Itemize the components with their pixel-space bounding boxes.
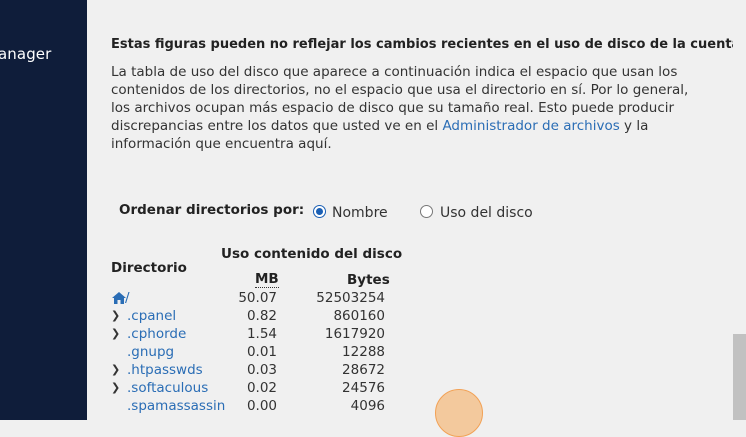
- header-bytes: Bytes: [347, 272, 390, 288]
- mb-value: 50.07: [238, 290, 277, 306]
- sort-by-name-label[interactable]: Nombre: [332, 205, 388, 221]
- chevron-right-icon[interactable]: ❯: [111, 327, 121, 340]
- table-row: / 50.07 52503254: [111, 290, 411, 308]
- click-highlight-indicator: [435, 389, 483, 437]
- header-directory[interactable]: Directorio: [111, 260, 187, 276]
- bytes-value: 28672: [342, 362, 385, 378]
- table-row: ❯ .cphorde 1.54 1617920: [111, 326, 411, 344]
- table-row: .spamassassin 0.00 4096: [111, 398, 411, 416]
- chevron-right-icon[interactable]: ❯: [111, 309, 121, 322]
- table-row: ❯ .softaculous 0.02 24576: [111, 380, 411, 398]
- bytes-value: 52503254: [316, 290, 385, 306]
- main-content: Estas figuras pueden no reflejar los cam…: [87, 0, 745, 437]
- sort-by-name-radio[interactable]: [313, 205, 326, 218]
- disk-usage-warning: Estas figuras pueden no reflejar los cam…: [111, 37, 746, 52]
- description-text-2: y la información que encuentra aquí.: [111, 118, 649, 152]
- mb-value: 0.02: [246, 380, 277, 396]
- chevron-right-icon[interactable]: ❯: [111, 363, 121, 376]
- sidebar: anager: [0, 0, 87, 420]
- table-row: ❯ .cpanel 0.82 860160: [111, 308, 411, 326]
- chevron-right-icon[interactable]: ❯: [111, 381, 121, 394]
- header-mb: MB: [255, 271, 279, 288]
- mb-value: 0.00: [246, 398, 277, 414]
- directory-link[interactable]: .htpasswds: [127, 362, 203, 378]
- directory-link[interactable]: .spamassassin: [127, 398, 226, 414]
- directory-link[interactable]: .softaculous: [127, 380, 209, 396]
- mb-value: 0.03: [246, 362, 277, 378]
- directory-link[interactable]: /: [125, 290, 130, 306]
- scrollbar-track[interactable]: [733, 0, 746, 420]
- scrollbar-thumb[interactable]: [733, 334, 746, 420]
- bytes-value: 1617920: [324, 326, 385, 342]
- description-text-1: La tabla de uso del disco que aparece a …: [111, 64, 689, 134]
- directory-link[interactable]: .gnupg: [127, 344, 175, 360]
- header-disk-usage: Uso contenido del disco: [221, 246, 403, 262]
- bytes-value: 4096: [350, 398, 385, 414]
- mb-value: 1.54: [246, 326, 277, 342]
- mb-value: 0.01: [246, 344, 277, 360]
- bytes-value: 24576: [342, 380, 385, 396]
- table-row: ❯ .htpasswds 0.03 28672: [111, 362, 411, 380]
- directory-link[interactable]: .cphorde: [127, 326, 187, 342]
- table-row: .gnupg 0.01 12288: [111, 344, 411, 362]
- sort-by-disk-label[interactable]: Uso del disco: [440, 205, 533, 221]
- bytes-value: 12288: [342, 344, 385, 360]
- directory-link[interactable]: .cpanel: [127, 308, 177, 324]
- mb-value: 0.82: [246, 308, 277, 324]
- sort-by-disk-radio[interactable]: [420, 205, 433, 218]
- sort-label: Ordenar directorios por:: [119, 202, 305, 218]
- disk-usage-description: La tabla de uso del disco que aparece a …: [111, 63, 701, 153]
- file-manager-link[interactable]: Administrador de archivos: [442, 118, 620, 134]
- home-icon[interactable]: [111, 291, 127, 305]
- sidebar-item-file-manager[interactable]: anager: [0, 45, 52, 63]
- bytes-value: 860160: [333, 308, 385, 324]
